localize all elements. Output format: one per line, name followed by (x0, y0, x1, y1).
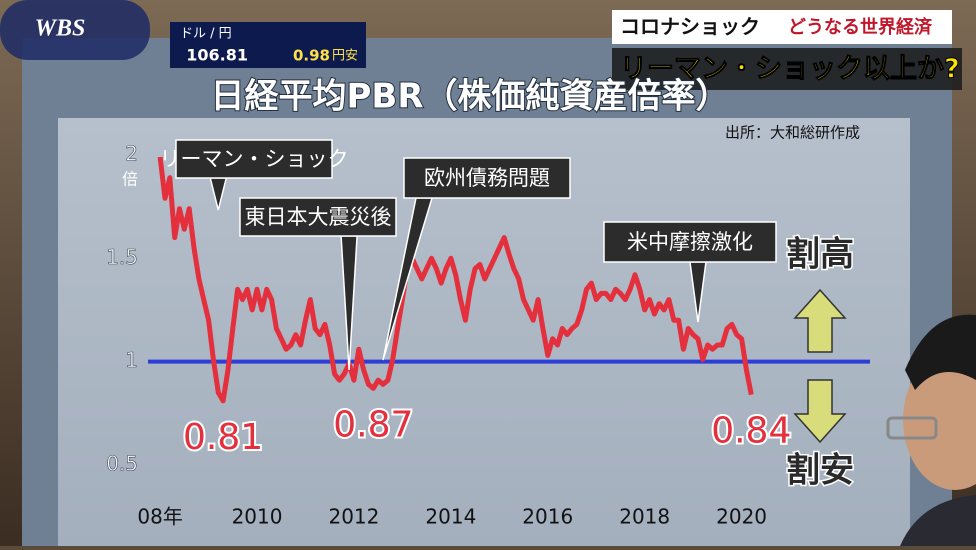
fx-rate: 106.81 (186, 46, 248, 65)
y-tick-label: 1.5 (106, 245, 138, 269)
x-tick-label: 2010 (232, 505, 283, 529)
x-tick-label: 2014 (425, 505, 476, 529)
down-arrow (793, 379, 847, 444)
zone-high-label: 割高 (786, 235, 854, 275)
person-glasses (886, 416, 938, 440)
headline-tag-box (612, 10, 952, 44)
y-tick-label: 1 (125, 348, 138, 372)
pbr-line (157, 156, 754, 404)
x-tick-label: 2016 (522, 505, 573, 529)
callout-box (239, 197, 397, 237)
person-head (903, 350, 976, 490)
up-arrow (793, 288, 847, 353)
y-tick-label: 2 (125, 141, 138, 165)
zone-low-label: 割安 (786, 451, 854, 491)
x-tick-label: 2012 (328, 505, 379, 529)
y-unit: 倍 (122, 170, 138, 189)
y-tick-label: 0.5 (106, 451, 138, 475)
fx-box (170, 22, 366, 68)
x-tick-label: 2020 (716, 505, 767, 529)
value-label: 0.84 (711, 411, 791, 452)
x-tick-label: 08年 (137, 505, 182, 529)
x-tick-label: 2018 (619, 505, 670, 529)
fx-change-unit: 円安 (332, 49, 358, 64)
headline-tag: コロナショック (620, 15, 760, 39)
person-hair (905, 314, 976, 390)
source-note: 出所：大和総研作成 (725, 124, 860, 142)
value-label: 0.87 (333, 404, 413, 445)
fx-change: 0.98 (293, 47, 330, 65)
chart-title: 日経平均PBR（株価純資産倍率） (210, 77, 729, 117)
headline-sub: どうなる世界経済 (788, 16, 933, 38)
value-label: 0.81 (183, 417, 263, 458)
callout-label: リーマン・ショック (160, 147, 349, 171)
callout-label: 東日本大震災後 (245, 205, 392, 229)
callout-label: 米中摩擦激化 (627, 230, 753, 254)
person-suit (900, 495, 976, 546)
callout-label: 欧州債務問題 (424, 166, 550, 190)
callout-box (403, 157, 571, 199)
fx-label: ドル / 円 (180, 27, 232, 42)
chart: 0.5 1 1.5 2 08年 2010 2012 2014 2016 2018 2020 リーマン・… (106, 139, 870, 529)
logo-badge (0, 0, 150, 60)
callout-box (175, 139, 333, 179)
logo: WBS (35, 16, 86, 42)
person (886, 314, 976, 546)
callout-box (603, 221, 777, 263)
headline-main: リーマン・ショック以上か? (620, 54, 960, 85)
headline-main-box (612, 48, 962, 90)
